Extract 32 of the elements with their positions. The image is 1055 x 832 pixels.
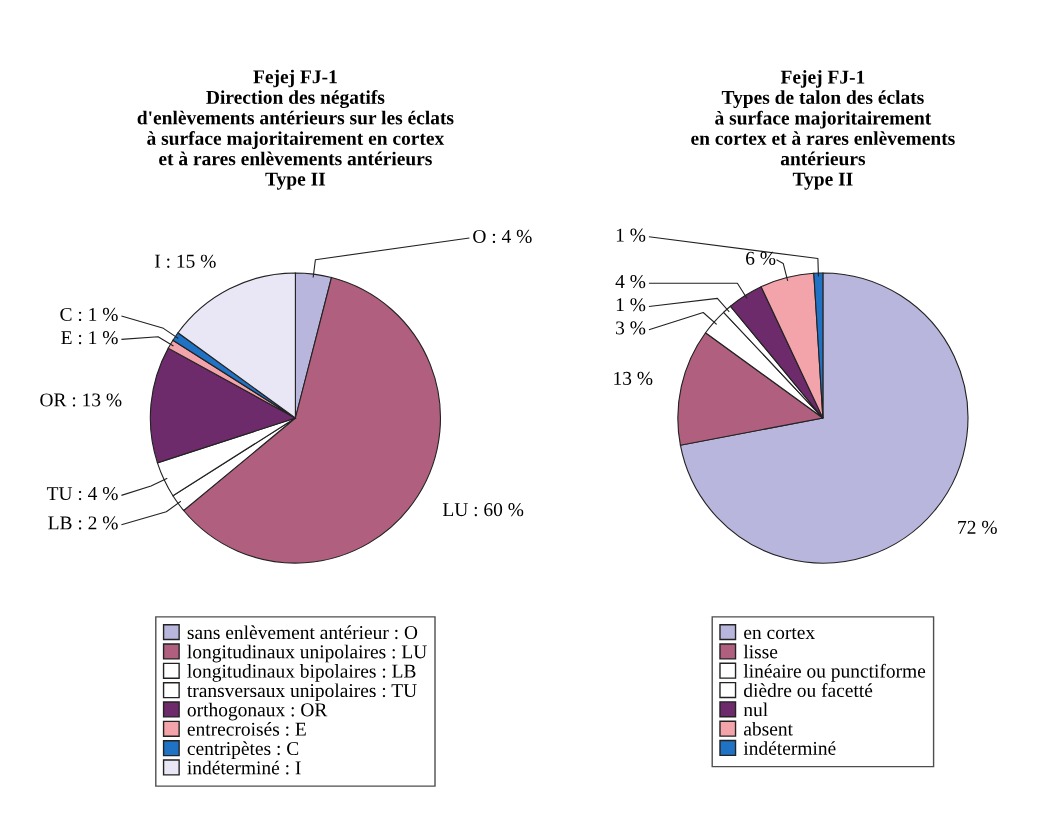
data-label: LB : 2 %	[48, 516, 118, 530]
data-label: C : 1 %	[60, 307, 118, 322]
legend-label: absent	[744, 721, 793, 736]
legend-label: transversaux unipolaires : TU	[187, 683, 417, 702]
data-label: 1 %	[616, 228, 646, 242]
legend-label: longitudinaux bipolaires : LB	[187, 664, 416, 682]
data-label: E : 1 %	[61, 331, 118, 345]
data-label: 4 %	[615, 274, 646, 289]
data-label: I : 15 %	[154, 254, 216, 268]
legend-label: entrecroisés : E	[187, 722, 306, 736]
legend-label: lisse	[743, 644, 778, 659]
legend-label: nul	[743, 702, 768, 717]
legend-label: en cortex	[744, 627, 815, 640]
data-label: 1 %	[616, 298, 646, 312]
data-label: LU : 60 %	[442, 503, 524, 517]
data-label: O : 4 %	[473, 229, 532, 244]
legend-label: sans enlèvement antérieur : O	[187, 625, 418, 640]
data-label: TU : 4 %	[46, 486, 118, 501]
chart-title: Fejej FJ-1 Types de talon des éclats à surface majoritairement en cortex et à rares enlèvements antérieurs Type II	[691, 70, 955, 190]
legend-label: indéterminé : I	[187, 760, 301, 775]
legend-label: orthogonaux : OR	[187, 702, 328, 721]
data-label: 72 %	[958, 520, 997, 534]
legend-label: indéterminé	[743, 741, 836, 755]
legend-label: centripètes : C	[187, 741, 299, 760]
legend-label: dièdre ou facetté	[744, 683, 873, 697]
chart-title: Fejej FJ-1 Direction des négatifs d'enlèvements antérieurs sur les éclats à surface majoritairement en cortex et à rares enlèvements antérieurs Type II	[137, 69, 454, 190]
data-label: 13 %	[614, 371, 653, 385]
legend-label: longitudinaux unipolaires : LU	[187, 644, 427, 663]
data-label: 3 %	[616, 321, 646, 335]
data-label: OR : 13 %	[40, 393, 122, 407]
data-label: 6 %	[746, 251, 776, 265]
legend-label: linéaire ou punctiforme	[743, 663, 926, 682]
